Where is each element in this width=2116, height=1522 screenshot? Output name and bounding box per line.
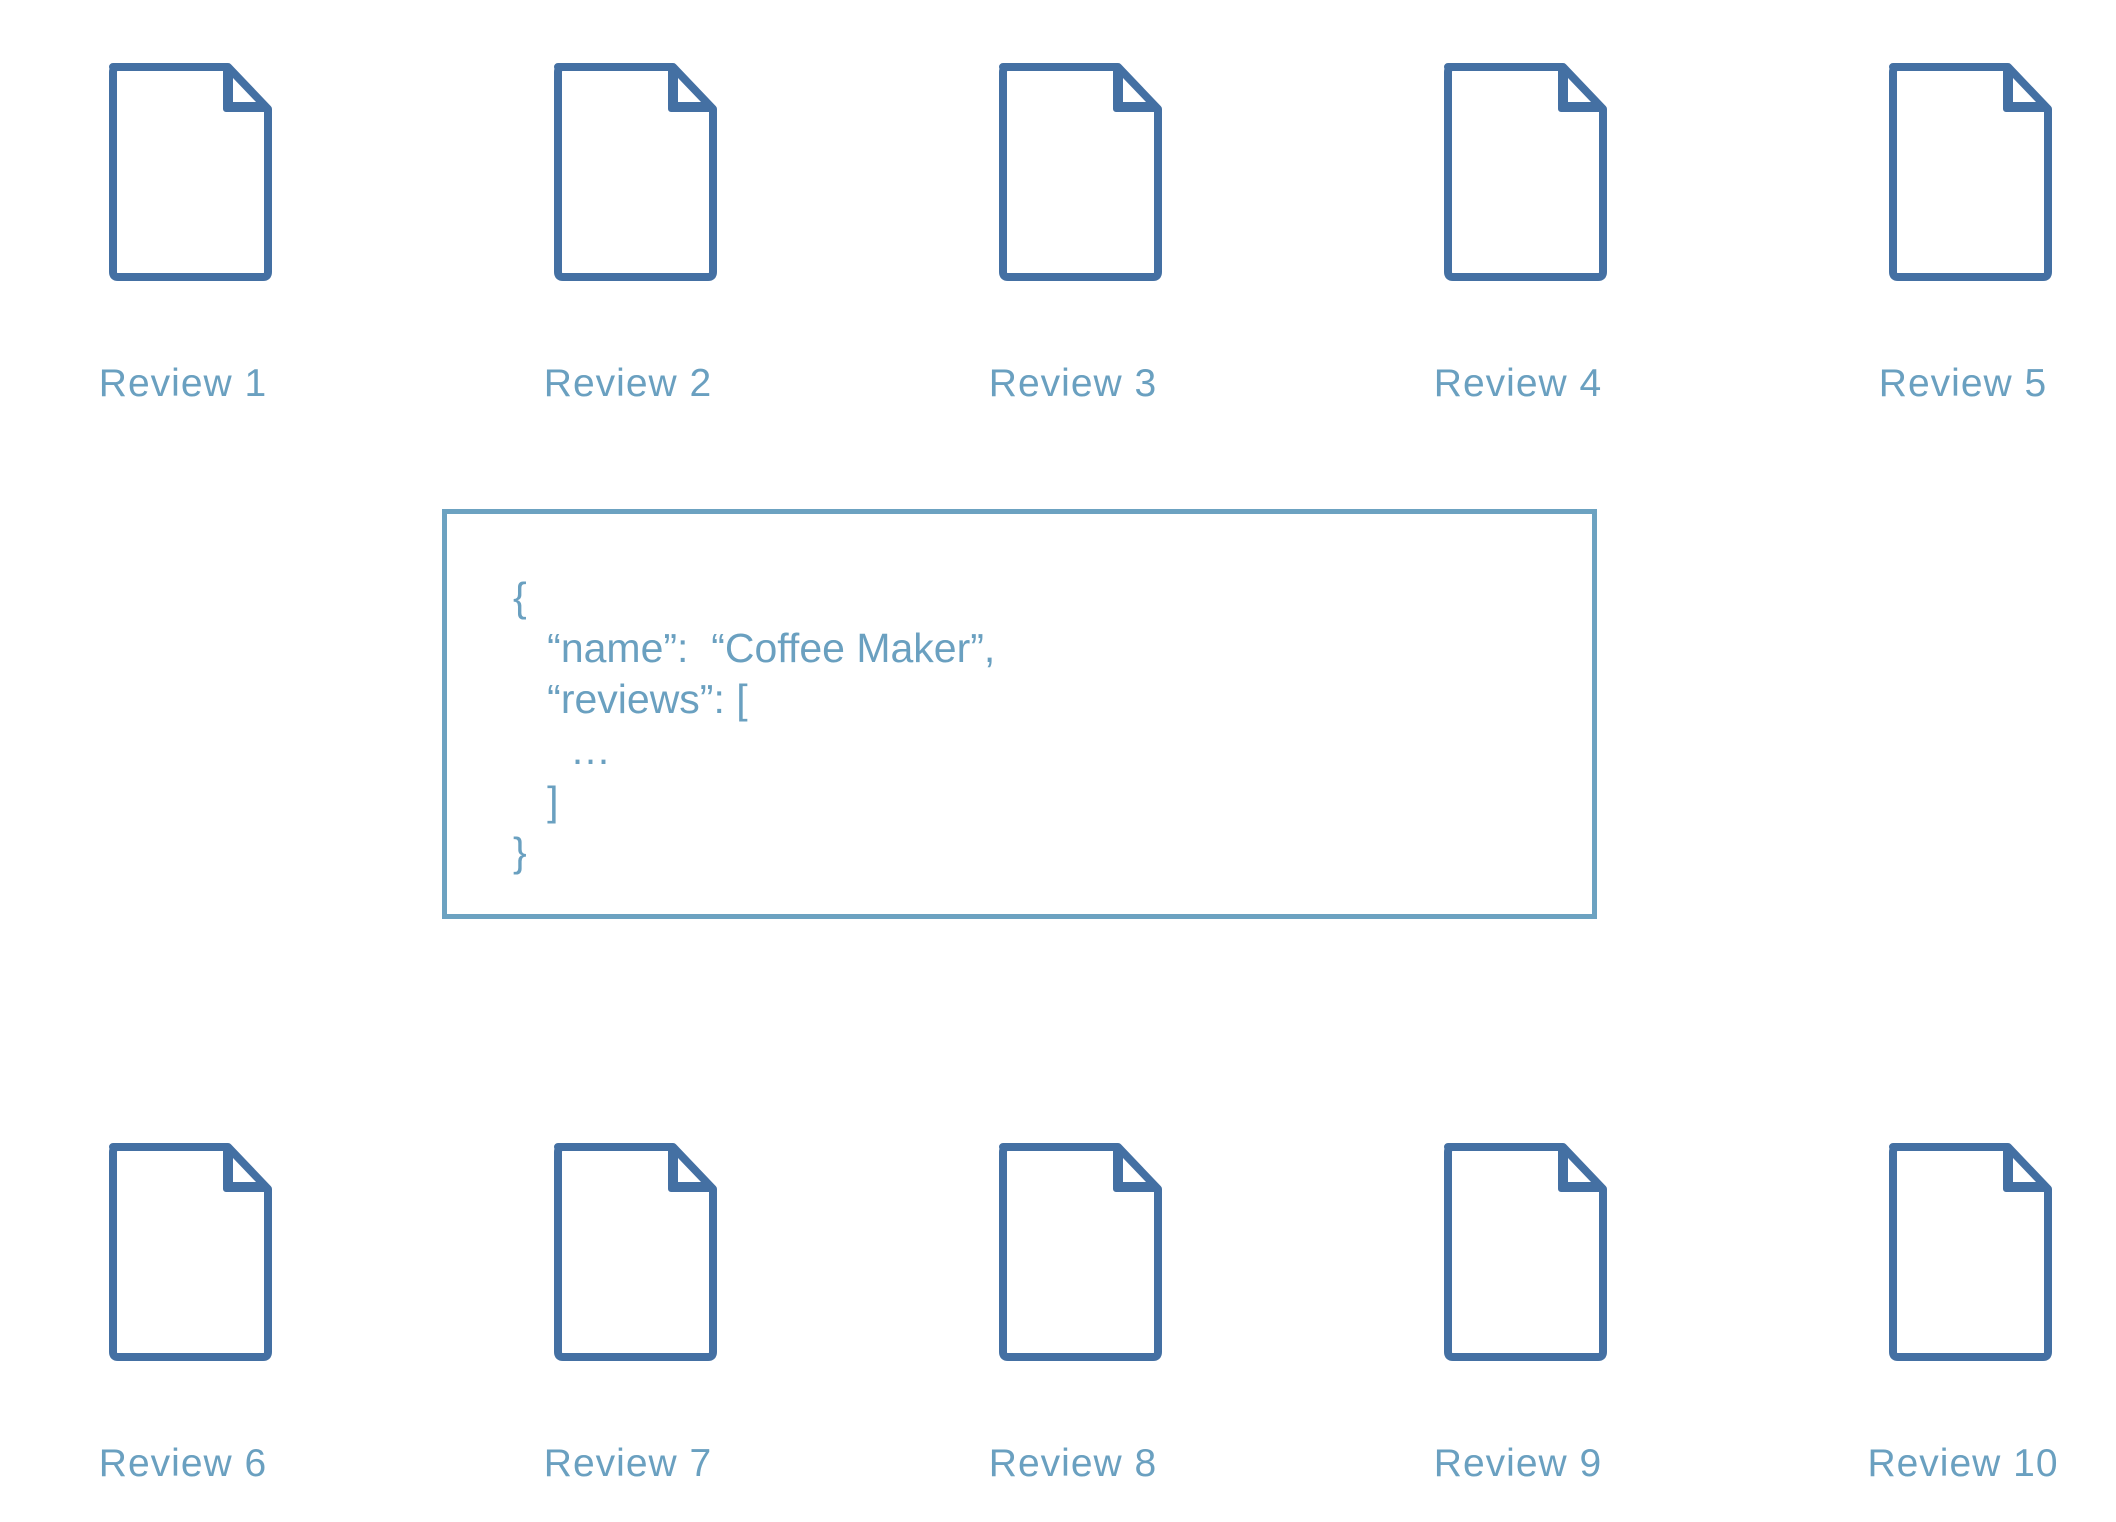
- document-icon: [999, 63, 1162, 281]
- document-icon: [1444, 1143, 1607, 1361]
- json-code-line: ]: [513, 778, 559, 824]
- document-label: Review 8: [988, 1442, 1158, 1485]
- document-tile: Review 5: [1813, 63, 2113, 405]
- document-icon: [1444, 63, 1607, 281]
- document-tile: Review 1: [33, 63, 333, 405]
- document-label: Review 10: [1867, 1442, 2059, 1485]
- json-code-box: { “name”: “Coffee Maker”, “reviews”: [ ……: [442, 509, 1597, 919]
- json-code-line: “name”: “Coffee Maker”,: [513, 625, 996, 671]
- document-icon: [554, 1143, 717, 1361]
- document-icon: [109, 63, 272, 281]
- json-code-line: {: [513, 574, 527, 620]
- document-tile: Review 2: [478, 63, 778, 405]
- json-code-line: }: [513, 829, 527, 875]
- json-code-line: …: [513, 727, 611, 773]
- document-tile: Review 8: [923, 1143, 1223, 1485]
- document-icon: [1889, 1143, 2052, 1361]
- document-label: Review 1: [98, 362, 268, 405]
- document-label: Review 5: [1878, 362, 2048, 405]
- document-icon: [109, 1143, 272, 1361]
- document-icon: [1889, 63, 2052, 281]
- json-code-text: { “name”: “Coffee Maker”, “reviews”: [ ……: [513, 572, 995, 878]
- document-tile: Review 6: [33, 1143, 333, 1485]
- document-tile: Review 4: [1368, 63, 1668, 405]
- document-label: Review 2: [543, 362, 713, 405]
- document-label: Review 6: [98, 1442, 268, 1485]
- document-label: Review 7: [543, 1442, 713, 1485]
- document-tile: Review 3: [923, 63, 1223, 405]
- document-icon: [554, 63, 717, 281]
- document-label: Review 9: [1433, 1442, 1603, 1485]
- document-icon: [999, 1143, 1162, 1361]
- document-label: Review 4: [1433, 362, 1603, 405]
- document-tile: Review 9: [1368, 1143, 1668, 1485]
- document-tile: Review 10: [1813, 1143, 2113, 1485]
- document-label: Review 3: [988, 362, 1158, 405]
- json-code-line: “reviews”: [: [513, 676, 748, 722]
- document-tile: Review 7: [478, 1143, 778, 1485]
